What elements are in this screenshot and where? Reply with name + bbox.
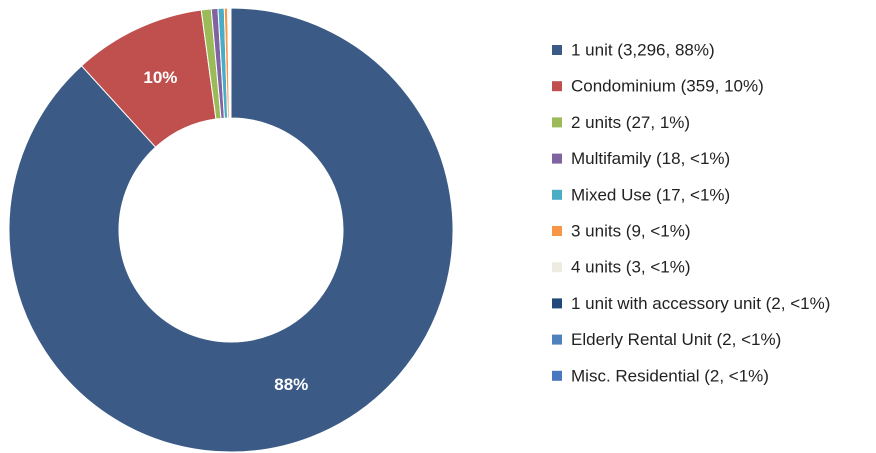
- legend-label: Multifamily (18, <1%): [571, 149, 730, 168]
- legend-swatch: [552, 189, 562, 200]
- donut-slice: [8, 7, 454, 453]
- legend-swatch: [552, 81, 562, 92]
- legend-swatch: [552, 117, 562, 128]
- legend-swatch: [552, 262, 562, 273]
- legend-label: 4 units (3, <1%): [571, 258, 691, 277]
- legend-swatch: [552, 370, 562, 381]
- legend-swatch: [552, 298, 562, 309]
- slice-label: 88%: [274, 375, 308, 394]
- legend-swatch: [552, 45, 562, 55]
- legend-label: 2 units (27, 1%): [571, 113, 690, 132]
- legend-label: 1 unit with accessory unit (2, <1%): [571, 294, 830, 313]
- slice-label: 10%: [143, 68, 177, 87]
- donut-slice: [229, 7, 232, 119]
- legend-label: Elderly Rental Unit (2, <1%): [571, 330, 781, 349]
- legend-swatch: [552, 226, 562, 236]
- legend-label: 1 unit (3,296, 88%): [571, 40, 715, 59]
- legend-swatch: [552, 153, 562, 164]
- legend-swatch: [552, 334, 562, 345]
- legend-label: Mixed Use (17, <1%): [571, 185, 730, 204]
- legend-label: Condominium (359, 10%): [571, 77, 764, 96]
- legend-label: 3 units (9, <1%): [571, 221, 691, 240]
- legend-label: Misc. Residential (2, <1%): [571, 366, 769, 385]
